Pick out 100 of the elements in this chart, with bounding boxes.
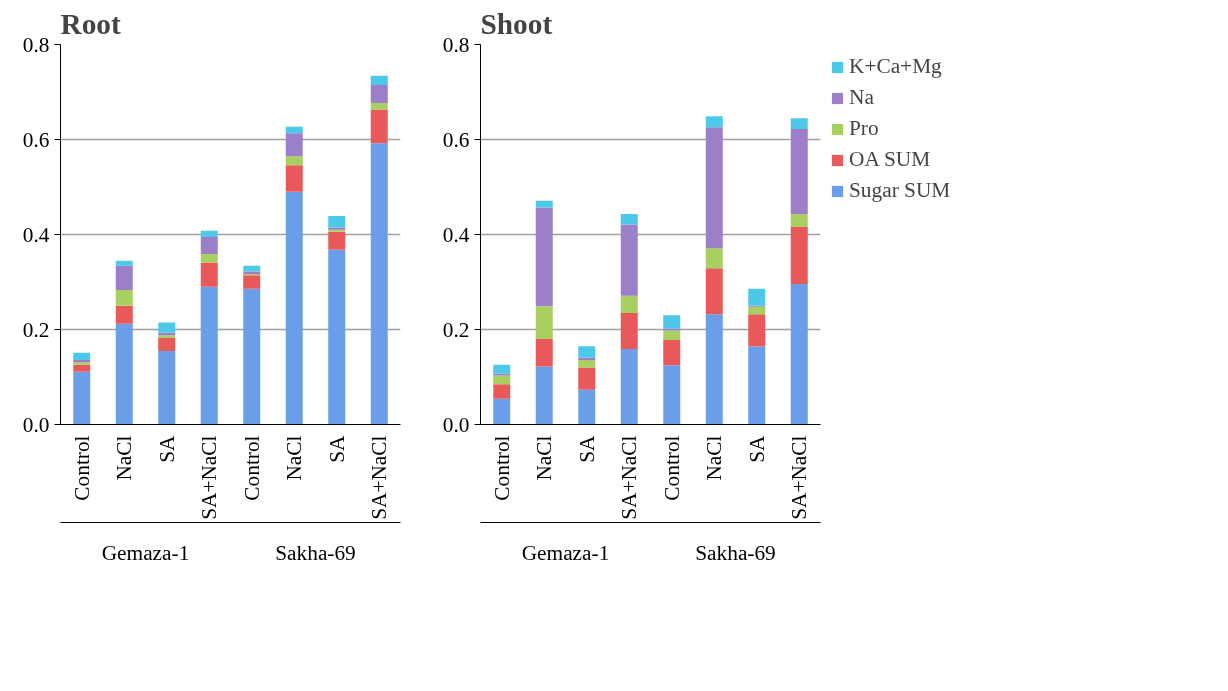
bar xyxy=(748,306,766,315)
bar xyxy=(790,226,808,284)
bar xyxy=(285,126,303,134)
x-tick-label: Control xyxy=(239,435,264,501)
bar xyxy=(243,275,261,289)
bar xyxy=(243,288,261,425)
y-tick-label: 0.4 xyxy=(22,222,50,247)
y-tick-label: 0.8 xyxy=(22,32,50,57)
bar xyxy=(115,260,133,266)
bar xyxy=(705,116,723,128)
bar xyxy=(370,143,388,425)
legend-label: Pro xyxy=(849,116,879,141)
bar xyxy=(578,367,596,390)
text: Gemaza-1 xyxy=(521,540,610,565)
bar xyxy=(705,314,723,425)
bar xyxy=(328,215,346,228)
bar xyxy=(285,156,303,166)
y-tick-label: 0.2 xyxy=(22,317,50,342)
chart-title: Root xyxy=(60,7,122,40)
y-tick-label: 0.6 xyxy=(442,127,470,152)
bar xyxy=(705,248,723,269)
x-tick-label: SA+NaCl xyxy=(197,435,222,520)
bar xyxy=(370,102,388,110)
bar xyxy=(115,290,133,306)
text: Sakha-69 xyxy=(275,540,356,565)
legend-label: Sugar SUM xyxy=(849,178,951,203)
bar xyxy=(535,207,553,307)
x-tick-label: NaCl xyxy=(282,435,307,481)
y-tick-label: 0.4 xyxy=(442,222,470,247)
bar xyxy=(200,230,218,237)
bar xyxy=(578,346,596,358)
x-tick-label: SA+NaCl xyxy=(367,435,392,520)
bar xyxy=(535,339,553,367)
bar xyxy=(328,249,346,425)
bar xyxy=(663,315,681,329)
x-tick-label: SA xyxy=(574,434,599,463)
bar xyxy=(705,127,723,249)
x-tick-label: Control xyxy=(489,435,514,501)
bar xyxy=(73,371,91,425)
bar xyxy=(790,129,808,215)
bar xyxy=(748,314,766,347)
text: Sakha-69 xyxy=(695,540,776,565)
bar xyxy=(73,364,91,372)
bar xyxy=(158,338,176,351)
bar xyxy=(705,268,723,315)
y-tick-label: 0.2 xyxy=(442,317,470,342)
bar xyxy=(748,288,766,306)
y-tick-label: 0.8 xyxy=(442,32,470,57)
bar xyxy=(370,109,388,144)
bar xyxy=(620,312,638,349)
bar xyxy=(115,323,133,425)
bar xyxy=(663,330,681,340)
x-tick-label: SA xyxy=(154,434,179,463)
x-tick-label: SA+NaCl xyxy=(787,435,812,520)
x-tick-label: Control xyxy=(659,435,684,501)
x-tick-label: Control xyxy=(69,435,94,501)
bar xyxy=(535,306,553,339)
bar xyxy=(620,295,638,313)
bar xyxy=(370,84,388,103)
bar xyxy=(285,133,303,157)
bar xyxy=(535,200,553,208)
bar xyxy=(158,322,176,333)
bar xyxy=(328,231,346,250)
bar xyxy=(370,75,388,85)
bar xyxy=(790,283,808,425)
legend-label: Na xyxy=(849,85,874,110)
bar xyxy=(620,348,638,425)
x-tick-label: NaCl xyxy=(112,435,137,481)
bar xyxy=(200,253,218,263)
x-tick-label: NaCl xyxy=(532,435,557,481)
bar xyxy=(115,265,133,291)
bar xyxy=(578,359,596,368)
bar xyxy=(790,214,808,227)
bar xyxy=(200,286,218,425)
text: Gemaza-1 xyxy=(101,540,190,565)
bar xyxy=(493,364,511,374)
y-tick-label: 0.0 xyxy=(22,412,50,437)
bar xyxy=(663,339,681,366)
bar xyxy=(748,346,766,425)
bar xyxy=(620,214,638,225)
legend-label: K+Ca+Mg xyxy=(849,54,942,79)
bar xyxy=(285,165,303,192)
bar xyxy=(243,265,261,272)
bar xyxy=(115,305,133,324)
x-tick-label: NaCl xyxy=(702,435,727,481)
y-tick-label: 0.0 xyxy=(442,412,470,437)
bar xyxy=(493,375,511,385)
bar xyxy=(73,352,91,360)
chart-title: Shoot xyxy=(480,7,553,40)
bar xyxy=(200,236,218,254)
x-tick-label: SA xyxy=(324,434,349,463)
bar xyxy=(790,118,808,130)
bar xyxy=(620,224,638,296)
legend-label: OA SUM xyxy=(849,147,931,172)
bar xyxy=(535,366,553,425)
x-tick-label: SA xyxy=(744,434,769,463)
bar xyxy=(493,398,511,425)
x-tick-label: SA+NaCl xyxy=(617,435,642,520)
y-tick-label: 0.6 xyxy=(22,127,50,152)
bar xyxy=(285,191,303,425)
